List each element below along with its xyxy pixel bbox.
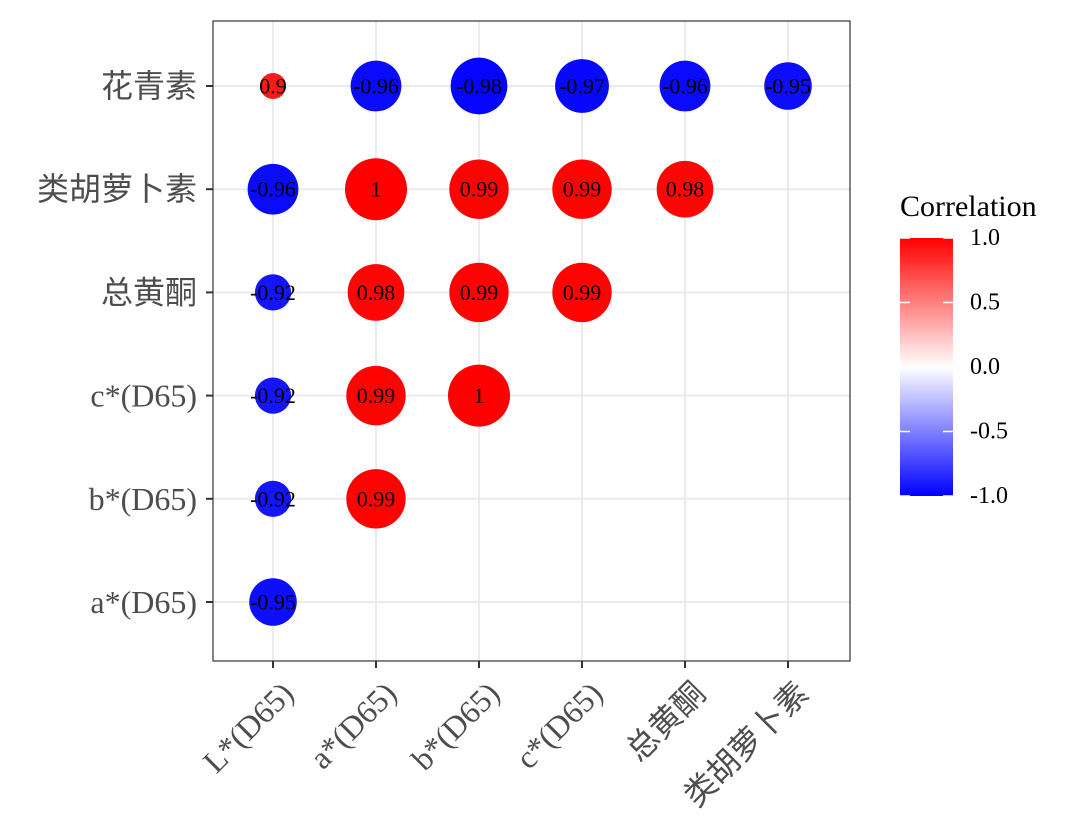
correlation-circle <box>552 159 612 219</box>
correlation-circle <box>555 59 609 113</box>
correlation-cell: 0.99 <box>346 469 406 529</box>
legend-tick-label: 0.0 <box>970 354 1000 380</box>
correlation-value-label: -0.95 <box>250 590 296 615</box>
correlation-cell: -0.97 <box>555 59 609 113</box>
y-tick-label-类胡萝卜素: 类胡萝卜素 <box>37 171 197 207</box>
correlation-circle <box>448 364 510 427</box>
y-tick-label-c-d65: c*(D65) <box>90 378 197 414</box>
correlation-value-label: -0.96 <box>662 74 708 99</box>
correlation-cell: 1 <box>345 158 407 221</box>
x-tick-label-c-d65: c*(D65) <box>509 675 610 776</box>
correlation-cells: -0.95 -0.92 0.99 -0.92 0.99 1 -0.92 0.98 0.99 0.9… <box>247 57 812 626</box>
correlation-value-label: -0.92 <box>250 280 296 305</box>
correlation-circle <box>350 60 402 112</box>
correlation-value-label: 0.98 <box>357 280 396 305</box>
correlation-circle <box>345 158 407 221</box>
correlation-circle <box>449 159 509 219</box>
plot-panel <box>213 21 850 661</box>
correlation-cell: 0.98 <box>347 264 405 321</box>
correlation-circle <box>254 274 292 311</box>
correlation-circle <box>449 262 509 323</box>
correlation-cell: -0.96 <box>247 163 299 215</box>
y-tick-label-a-d65: a*(D65) <box>90 584 197 620</box>
correlation-circle <box>347 264 405 321</box>
correlation-value-label: -0.96 <box>353 74 399 99</box>
correlation-circle <box>346 469 406 529</box>
correlation-cell: -0.95 <box>249 578 297 626</box>
x-tick-label-b-d65: b*(D65) <box>404 675 506 777</box>
correlation-value-label: -0.96 <box>250 177 296 202</box>
legend-tick-label: 0.5 <box>970 290 1000 316</box>
correlation-value-label: 0.99 <box>357 486 396 511</box>
legend-ticks: 1.0 0.5 0.0 -0.5 -1.0 <box>900 225 1008 509</box>
correlation-circle <box>346 365 406 426</box>
correlation-cell: 0.98 <box>656 160 714 218</box>
correlation-cell: 0.9 <box>259 73 287 99</box>
correlation-value-label: 0.99 <box>357 383 396 408</box>
y-tick-label-b-d65: b*(D65) <box>89 481 197 517</box>
x-tick-label-a-d65: a*(D65) <box>303 675 404 776</box>
correlation-value-label: -0.97 <box>559 74 605 99</box>
legend-title: Correlation <box>900 190 1037 223</box>
correlation-value-label: -0.92 <box>250 486 296 511</box>
legend-tick-label: -0.5 <box>970 419 1008 445</box>
correlation-value-label: -0.98 <box>456 74 502 99</box>
correlation-value-label: 0.9 <box>259 74 287 99</box>
correlation-value-label: 0.99 <box>563 280 602 305</box>
correlation-cell: -0.98 <box>450 57 508 115</box>
correlation-value-label: 1 <box>371 177 382 202</box>
y-axis: a*(D65) b*(D65) c*(D65) 总黄酮 类胡萝卜素 花青素 <box>37 68 213 620</box>
correlation-cell: -0.92 <box>250 274 296 311</box>
correlation-cell: -0.96 <box>659 60 711 112</box>
legend-tick-label: 1.0 <box>970 225 1000 251</box>
correlation-value-label: -0.92 <box>250 383 296 408</box>
correlation-cell: 0.99 <box>552 159 612 219</box>
correlation-cell: 0.99 <box>449 262 509 323</box>
grid-lines <box>213 21 850 661</box>
correlation-circle <box>552 262 612 323</box>
correlation-circle <box>260 73 286 99</box>
correlation-circle <box>254 377 292 414</box>
correlation-cell: 0.99 <box>552 262 612 323</box>
x-tick-label-总黄酮: 总黄酮 <box>619 675 712 768</box>
correlation-cell: 0.99 <box>346 365 406 426</box>
correlation-cell: 0.99 <box>449 159 509 219</box>
correlation-value-label: 0.99 <box>460 280 499 305</box>
correlation-value-label: 0.99 <box>563 177 602 202</box>
correlation-cell: 1 <box>448 364 510 427</box>
correlation-value-label: -0.95 <box>765 74 811 99</box>
correlation-cell: -0.92 <box>250 480 296 517</box>
y-tick-label-花青素: 花青素 <box>101 68 197 104</box>
correlation-cell: -0.92 <box>250 377 296 414</box>
legend: Correlation 1.0 0.5 0.0 -0.5 -1.0 <box>900 190 1037 509</box>
legend-tick-label: -1.0 <box>970 483 1008 509</box>
correlation-circle <box>254 480 292 517</box>
plot-border <box>212 20 851 662</box>
correlation-value-label: 1 <box>474 383 485 408</box>
correlation-circle <box>450 57 508 115</box>
correlation-circle <box>249 578 297 626</box>
correlation-circle <box>659 60 711 112</box>
correlation-circle <box>247 163 299 215</box>
correlation-value-label: 0.98 <box>666 177 705 202</box>
x-tick-label-l-d65: L*(D65) <box>196 675 301 780</box>
correlation-circle <box>656 160 714 218</box>
correlation-value-label: 0.99 <box>460 177 499 202</box>
correlation-circle <box>764 62 812 110</box>
correlation-cell: -0.96 <box>350 60 402 112</box>
correlation-cell: -0.95 <box>764 62 812 110</box>
y-tick-label-总黄酮: 总黄酮 <box>101 274 197 310</box>
